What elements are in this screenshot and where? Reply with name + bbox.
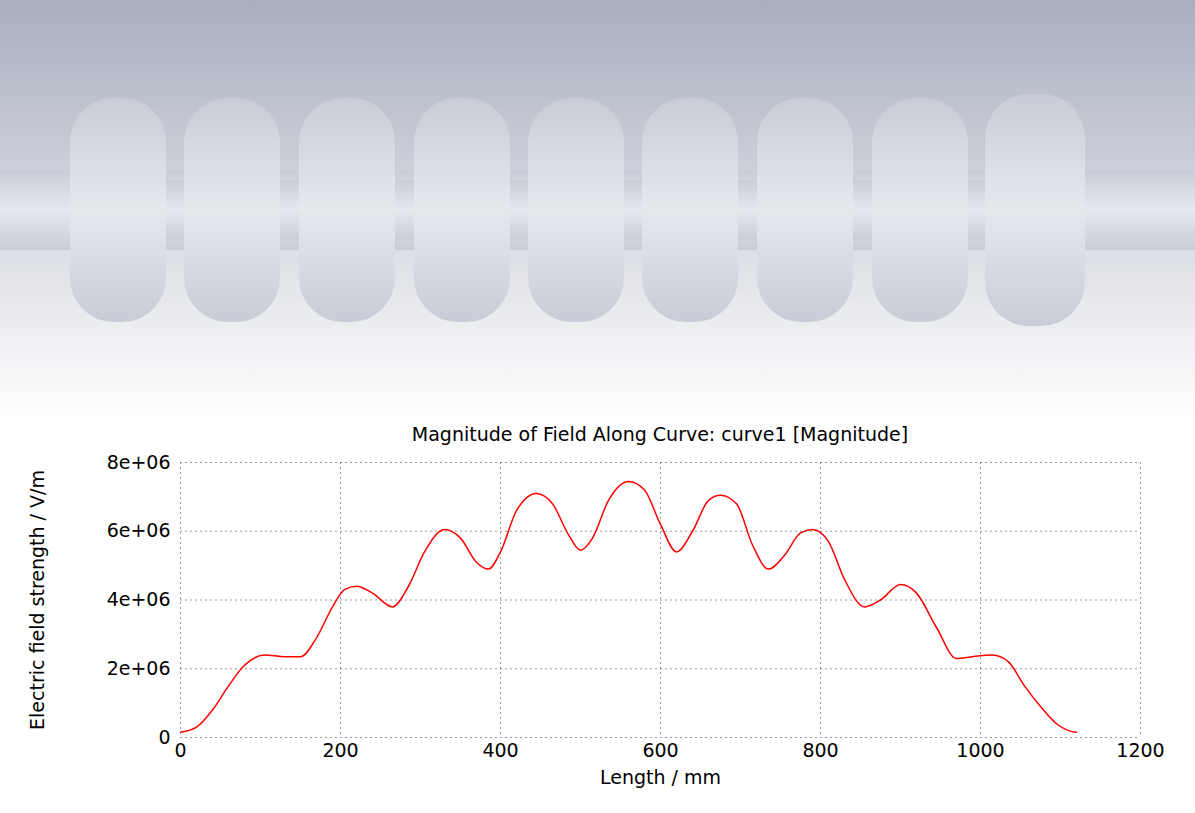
- svg-text:1000: 1000: [956, 739, 1004, 761]
- svg-text:6e+06: 6e+06: [107, 519, 171, 541]
- svg-text:200: 200: [322, 739, 358, 761]
- svg-text:Length / mm: Length / mm: [600, 766, 721, 788]
- html-text:Magnitude of Field Along Curve: Magnitude of Field Along Curve: curve1 […: [411, 423, 909, 445]
- svg-text:800: 800: [802, 739, 838, 761]
- svg-text:1200: 1200: [1116, 739, 1164, 761]
- svg-text:600: 600: [642, 739, 678, 761]
- svg-text:8e+06: 8e+06: [107, 451, 171, 473]
- svg-text:0: 0: [158, 726, 170, 748]
- svg-text:0: 0: [174, 739, 186, 761]
- svg-text:2e+06: 2e+06: [107, 657, 171, 679]
- svg-text:400: 400: [482, 739, 518, 761]
- svg-text:Electric field strength / V/m: Electric field strength / V/m: [26, 470, 48, 730]
- svg-text:4e+06: 4e+06: [107, 588, 171, 610]
